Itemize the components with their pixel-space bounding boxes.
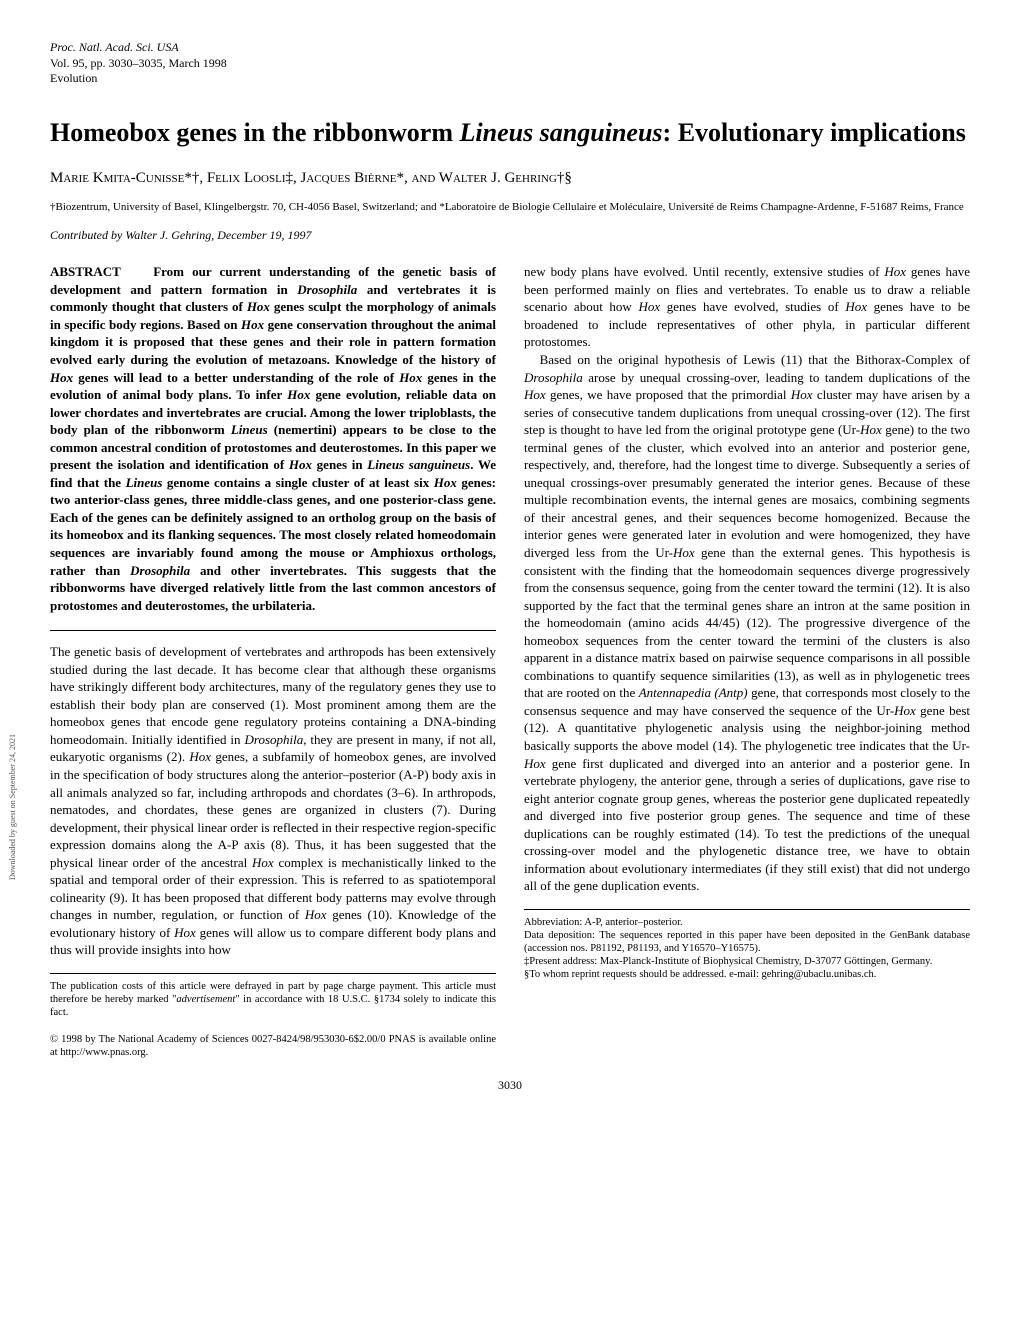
two-column-layout: ABSTRACT From our current understanding … (50, 263, 970, 1059)
left-column: ABSTRACT From our current understanding … (50, 263, 496, 1059)
header-block: Proc. Natl. Acad. Sci. USA Vol. 95, pp. … (50, 40, 970, 87)
abstract-text: From our current understanding of the ge… (50, 264, 496, 612)
footnote-divider-right (524, 909, 970, 910)
contributed-line: Contributed by Walter J. Gehring, Decemb… (50, 227, 970, 243)
article-title: Homeobox genes in the ribbonworm Lineus … (50, 117, 970, 148)
intro-paragraph: The genetic basis of development of vert… (50, 643, 496, 959)
right-column: new body plans have evolved. Until recen… (524, 263, 970, 1059)
col2-para2: Based on the original hypothesis of Lewi… (524, 351, 970, 895)
left-footnote: The publication costs of this article we… (50, 980, 496, 1059)
download-notice: Downloaded by guest on September 24, 202… (8, 734, 19, 880)
volume-pages: Vol. 95, pp. 3030–3035, March 1998 (50, 56, 970, 72)
affiliations: †Biozentrum, University of Basel, Klinge… (50, 200, 970, 215)
section-name: Evolution (50, 71, 970, 87)
authors-line: Marie Kmita-Cunisse*†, Felix Loosli‡, Ja… (50, 168, 970, 188)
right-footnote: Abbreviation: A-P, anterior–posterior.Da… (524, 916, 970, 982)
journal-name: Proc. Natl. Acad. Sci. USA (50, 40, 970, 56)
abstract-divider (50, 630, 496, 631)
page-number: 3030 (50, 1077, 970, 1093)
footnote-divider-left (50, 973, 496, 974)
abstract-block: ABSTRACT From our current understanding … (50, 263, 496, 614)
abstract-label: ABSTRACT (50, 264, 121, 279)
col2-para1: new body plans have evolved. Until recen… (524, 263, 970, 351)
